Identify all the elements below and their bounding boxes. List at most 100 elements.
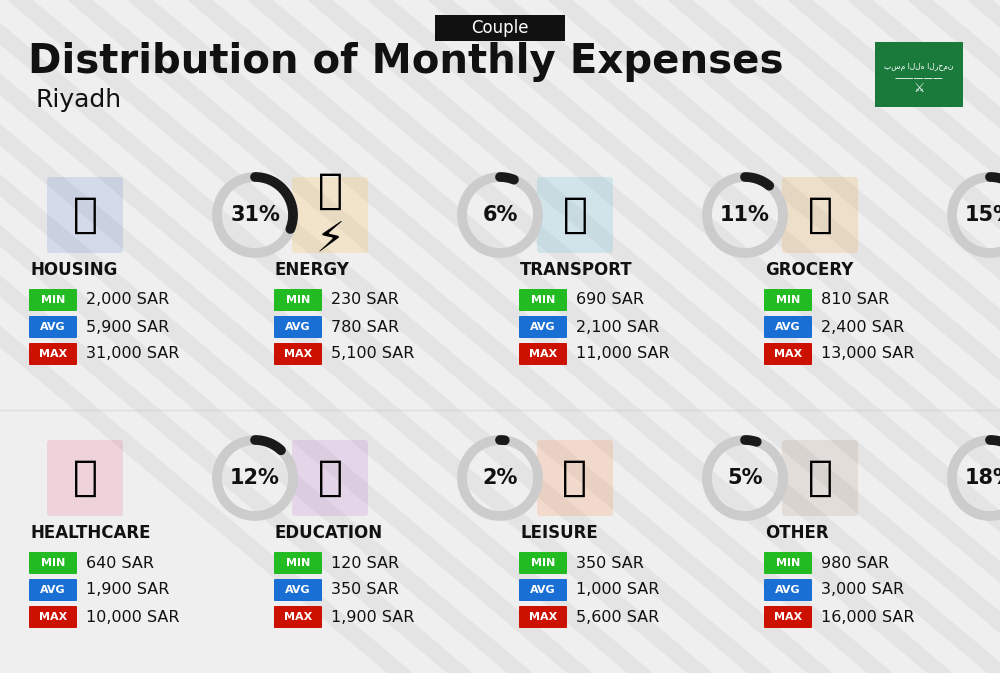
FancyBboxPatch shape (29, 289, 77, 311)
Text: 6%: 6% (482, 205, 518, 225)
FancyBboxPatch shape (47, 177, 123, 253)
FancyBboxPatch shape (519, 316, 567, 338)
Text: 🏠
⚡: 🏠 ⚡ (315, 170, 345, 260)
Text: 2,400 SAR: 2,400 SAR (821, 320, 904, 334)
Text: AVG: AVG (530, 585, 556, 595)
Text: 13,000 SAR: 13,000 SAR (821, 347, 914, 361)
Text: 350 SAR: 350 SAR (331, 583, 399, 598)
Text: 🛒: 🛒 (808, 194, 832, 236)
FancyBboxPatch shape (292, 440, 368, 516)
Text: 2,000 SAR: 2,000 SAR (86, 293, 169, 308)
FancyBboxPatch shape (274, 316, 322, 338)
Text: 16,000 SAR: 16,000 SAR (821, 610, 914, 625)
Text: MAX: MAX (284, 349, 312, 359)
Text: MIN: MIN (776, 558, 800, 568)
Text: 690 SAR: 690 SAR (576, 293, 644, 308)
Text: MAX: MAX (284, 612, 312, 622)
Text: 31,000 SAR: 31,000 SAR (86, 347, 179, 361)
FancyBboxPatch shape (764, 606, 812, 628)
Text: LEISURE: LEISURE (520, 524, 598, 542)
Text: OTHER: OTHER (765, 524, 829, 542)
Text: 5,600 SAR: 5,600 SAR (576, 610, 659, 625)
Text: GROCERY: GROCERY (765, 261, 853, 279)
FancyBboxPatch shape (782, 177, 858, 253)
Text: 11%: 11% (720, 205, 770, 225)
Text: 11,000 SAR: 11,000 SAR (576, 347, 670, 361)
FancyBboxPatch shape (292, 177, 368, 253)
FancyBboxPatch shape (875, 42, 963, 107)
FancyBboxPatch shape (519, 343, 567, 365)
FancyBboxPatch shape (274, 552, 322, 574)
FancyBboxPatch shape (274, 343, 322, 365)
Text: ENERGY: ENERGY (275, 261, 350, 279)
FancyBboxPatch shape (274, 579, 322, 601)
Text: AVG: AVG (285, 322, 311, 332)
Text: 💗: 💗 (72, 457, 98, 499)
Text: 31%: 31% (230, 205, 280, 225)
FancyBboxPatch shape (537, 177, 613, 253)
FancyBboxPatch shape (519, 552, 567, 574)
Text: 1,000 SAR: 1,000 SAR (576, 583, 659, 598)
Text: بسم الله الرحمن: بسم الله الرحمن (884, 62, 954, 71)
Text: AVG: AVG (285, 585, 311, 595)
FancyBboxPatch shape (537, 440, 613, 516)
Text: 💰: 💰 (808, 457, 832, 499)
Text: ⚔: ⚔ (913, 82, 925, 96)
Text: AVG: AVG (40, 322, 66, 332)
FancyBboxPatch shape (764, 343, 812, 365)
Text: 🎓: 🎓 (318, 457, 342, 499)
Text: 🏢: 🏢 (72, 194, 98, 236)
Text: MIN: MIN (531, 558, 555, 568)
Text: 1,900 SAR: 1,900 SAR (86, 583, 169, 598)
Text: 2%: 2% (482, 468, 518, 488)
Text: EDUCATION: EDUCATION (275, 524, 383, 542)
Text: 2,100 SAR: 2,100 SAR (576, 320, 659, 334)
Text: MIN: MIN (531, 295, 555, 305)
Text: 230 SAR: 230 SAR (331, 293, 399, 308)
Text: Couple: Couple (471, 19, 529, 37)
Text: MAX: MAX (39, 612, 67, 622)
FancyBboxPatch shape (29, 316, 77, 338)
Text: MIN: MIN (41, 558, 65, 568)
Text: 120 SAR: 120 SAR (331, 555, 399, 571)
Text: 10,000 SAR: 10,000 SAR (86, 610, 180, 625)
Text: 12%: 12% (230, 468, 280, 488)
Text: 18%: 18% (965, 468, 1000, 488)
Text: 🚌: 🚌 (562, 194, 588, 236)
Text: MAX: MAX (774, 612, 802, 622)
Text: MIN: MIN (41, 295, 65, 305)
Text: AVG: AVG (40, 585, 66, 595)
Text: HOUSING: HOUSING (30, 261, 117, 279)
Text: 1,900 SAR: 1,900 SAR (331, 610, 414, 625)
Text: AVG: AVG (530, 322, 556, 332)
Text: 980 SAR: 980 SAR (821, 555, 889, 571)
Text: MAX: MAX (529, 349, 557, 359)
Text: 🛍️: 🛍️ (562, 457, 588, 499)
Text: Riyadh: Riyadh (35, 88, 121, 112)
FancyBboxPatch shape (519, 289, 567, 311)
Text: MIN: MIN (776, 295, 800, 305)
Text: MAX: MAX (774, 349, 802, 359)
Text: AVG: AVG (775, 322, 801, 332)
Text: 5,100 SAR: 5,100 SAR (331, 347, 414, 361)
FancyBboxPatch shape (764, 289, 812, 311)
Text: AVG: AVG (775, 585, 801, 595)
FancyBboxPatch shape (764, 579, 812, 601)
FancyBboxPatch shape (435, 15, 565, 41)
FancyBboxPatch shape (764, 552, 812, 574)
FancyBboxPatch shape (29, 343, 77, 365)
Text: 810 SAR: 810 SAR (821, 293, 889, 308)
FancyBboxPatch shape (764, 316, 812, 338)
Text: HEALTHCARE: HEALTHCARE (30, 524, 150, 542)
FancyBboxPatch shape (519, 606, 567, 628)
Text: —————: ————— (895, 73, 943, 83)
FancyBboxPatch shape (29, 606, 77, 628)
Text: Distribution of Monthly Expenses: Distribution of Monthly Expenses (28, 42, 784, 82)
FancyBboxPatch shape (782, 440, 858, 516)
Text: MAX: MAX (529, 612, 557, 622)
FancyBboxPatch shape (274, 606, 322, 628)
Text: 640 SAR: 640 SAR (86, 555, 154, 571)
FancyBboxPatch shape (47, 440, 123, 516)
Text: TRANSPORT: TRANSPORT (520, 261, 633, 279)
Text: 5,900 SAR: 5,900 SAR (86, 320, 169, 334)
